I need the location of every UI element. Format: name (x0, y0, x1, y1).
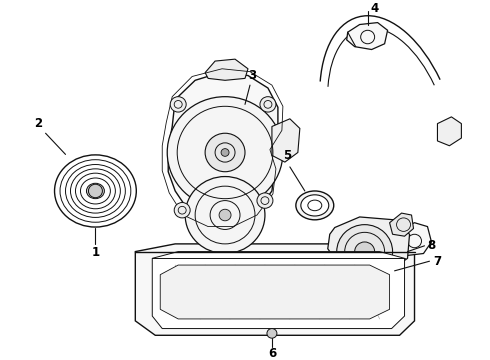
Polygon shape (395, 223, 432, 256)
Polygon shape (328, 217, 410, 275)
Text: 2: 2 (34, 117, 43, 130)
Polygon shape (168, 73, 278, 223)
Polygon shape (205, 59, 248, 80)
Circle shape (221, 149, 229, 156)
Circle shape (260, 97, 276, 112)
Circle shape (337, 225, 392, 279)
Circle shape (267, 329, 277, 338)
Ellipse shape (86, 183, 104, 199)
Circle shape (185, 176, 265, 253)
Polygon shape (152, 252, 405, 329)
Circle shape (355, 242, 375, 261)
Ellipse shape (296, 191, 334, 220)
Text: 6: 6 (268, 347, 276, 360)
Ellipse shape (301, 195, 329, 216)
Text: 1: 1 (91, 246, 99, 259)
Circle shape (205, 133, 245, 172)
Text: 8: 8 (427, 239, 436, 252)
Text: 4: 4 (370, 2, 379, 15)
Circle shape (257, 193, 273, 208)
Polygon shape (390, 213, 414, 236)
Polygon shape (272, 119, 300, 162)
Polygon shape (160, 265, 390, 319)
Polygon shape (135, 244, 415, 335)
Circle shape (167, 97, 283, 208)
Polygon shape (335, 258, 399, 275)
Text: 5: 5 (283, 149, 291, 162)
Circle shape (219, 209, 231, 221)
Text: 3: 3 (248, 69, 256, 82)
Text: 7: 7 (433, 255, 441, 268)
Circle shape (170, 97, 186, 112)
Polygon shape (347, 23, 388, 50)
Polygon shape (438, 117, 462, 146)
Circle shape (174, 203, 190, 218)
